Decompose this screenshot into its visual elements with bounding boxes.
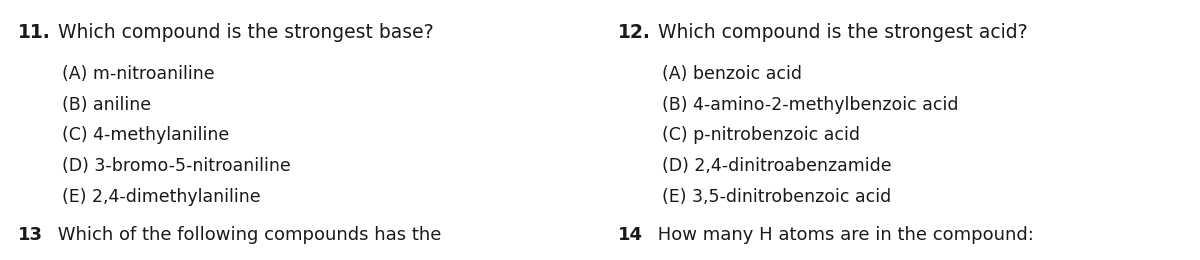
Text: Which compound is the strongest base?: Which compound is the strongest base? bbox=[52, 23, 433, 42]
Text: (D) 3-bromo-5-nitroaniline: (D) 3-bromo-5-nitroaniline bbox=[62, 157, 292, 175]
Text: 14: 14 bbox=[618, 226, 643, 244]
Text: Which of the following compounds has the: Which of the following compounds has the bbox=[52, 226, 440, 244]
Text: (B) aniline: (B) aniline bbox=[62, 96, 151, 114]
Text: (D) 2,4-dinitroabenzamide: (D) 2,4-dinitroabenzamide bbox=[662, 157, 892, 175]
Text: Which compound is the strongest acid?: Which compound is the strongest acid? bbox=[652, 23, 1027, 42]
Text: 12.: 12. bbox=[618, 23, 650, 42]
Text: (E) 2,4-dimethylaniline: (E) 2,4-dimethylaniline bbox=[62, 188, 262, 206]
Text: (C) 4-methylaniline: (C) 4-methylaniline bbox=[62, 126, 229, 144]
Text: (E) 3,5-dinitrobenzoic acid: (E) 3,5-dinitrobenzoic acid bbox=[662, 188, 892, 206]
Text: How many H atoms are in the compound:: How many H atoms are in the compound: bbox=[652, 226, 1033, 244]
Text: (A) m-nitroaniline: (A) m-nitroaniline bbox=[62, 65, 215, 83]
Text: 11.: 11. bbox=[18, 23, 50, 42]
Text: 13: 13 bbox=[18, 226, 43, 244]
Text: (C) p-nitrobenzoic acid: (C) p-nitrobenzoic acid bbox=[662, 126, 860, 144]
Text: (A) benzoic acid: (A) benzoic acid bbox=[662, 65, 803, 83]
Text: (B) 4-amino-2-methylbenzoic acid: (B) 4-amino-2-methylbenzoic acid bbox=[662, 96, 959, 114]
